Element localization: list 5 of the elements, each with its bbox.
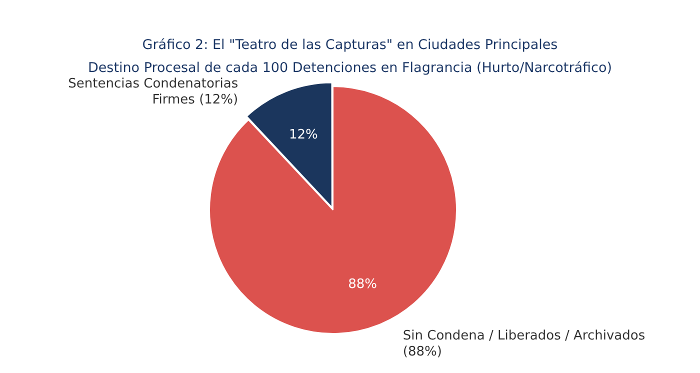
chart-title: Gráfico 2: El "Teatro de las Capturas" en Ciudades Principales Destino Procesal de cada 100 Detenciones en Flagrancia (Hurto/Narcotráfico) <box>88 37 612 76</box>
data-label: 88% <box>348 277 378 292</box>
data-label: 12% <box>288 128 318 143</box>
slice-label: Sentencias Condenatorias Firmes (12%) <box>68 76 238 108</box>
slice-label: Sin Condena / Liberados / Archivados (88%) <box>402 328 646 360</box>
